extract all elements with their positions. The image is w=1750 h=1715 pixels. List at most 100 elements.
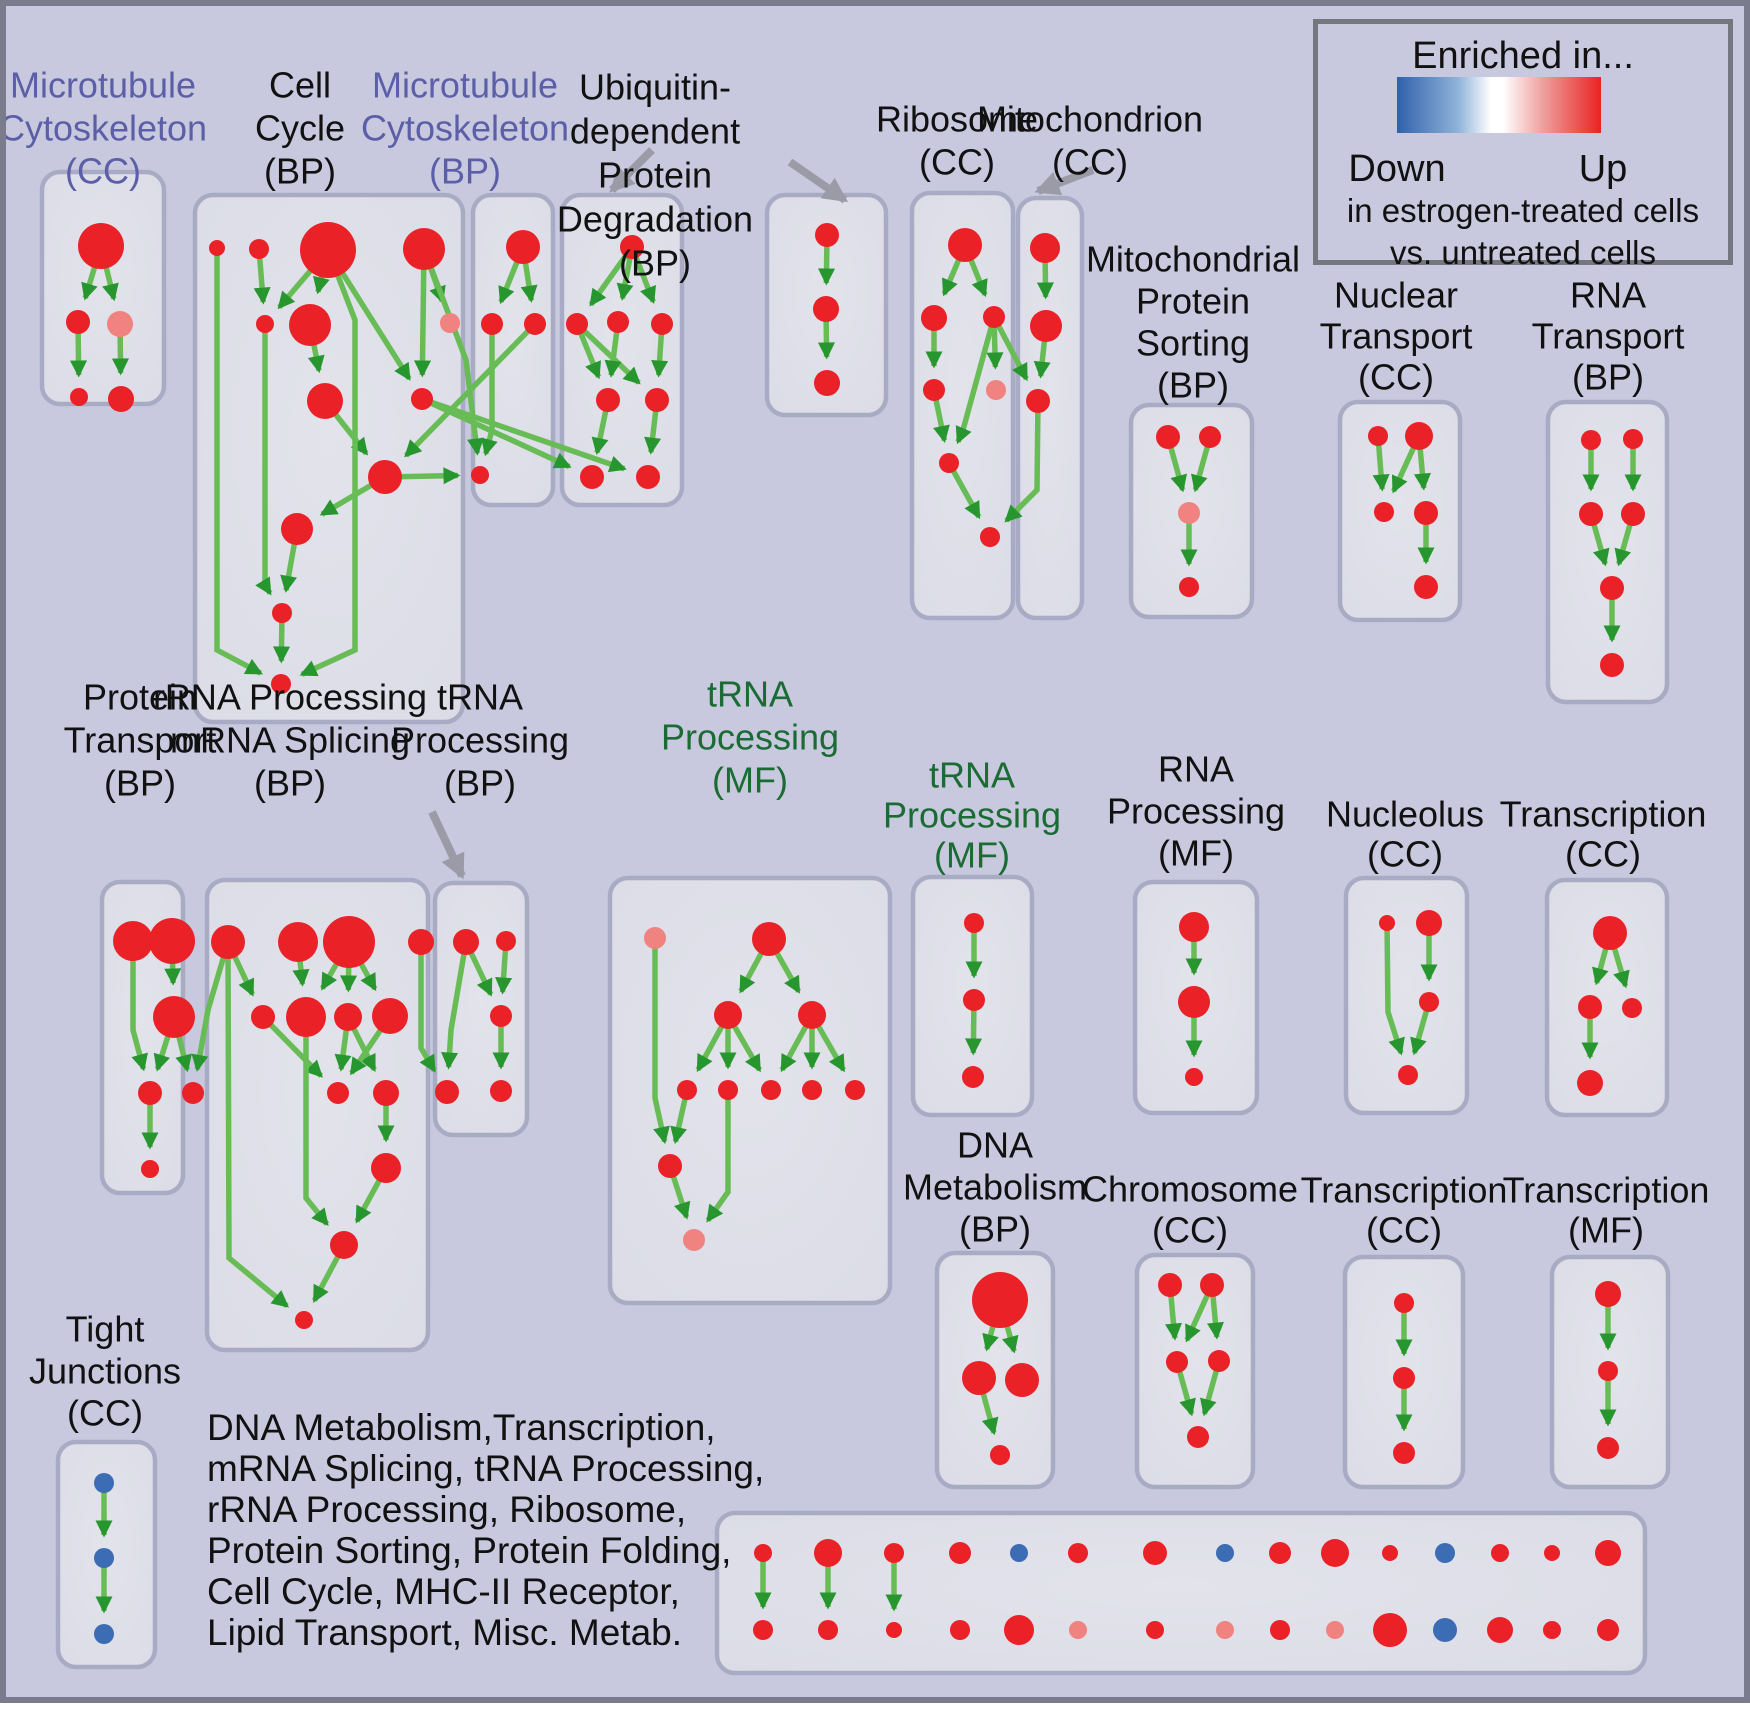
go-term-node-bb5	[1004, 1615, 1034, 1645]
go-term-node-m4	[798, 1001, 826, 1029]
go-term-node-u6	[645, 388, 669, 412]
go-term-node-tj1	[94, 1473, 114, 1493]
go-term-node-cc_m	[271, 674, 291, 694]
group-box-ribosome-cc	[909, 190, 1016, 621]
go-term-node-e1	[1394, 1293, 1414, 1313]
go-term-node-tb1	[453, 929, 479, 955]
go-term-node-bt15	[1595, 1540, 1621, 1566]
edge-p1-p4	[130, 941, 148, 1072]
group-label-nucleolus: Nucleolus (CC)	[1326, 794, 1484, 875]
legend-caption-line1: in estrogen-treated cells	[1346, 192, 1700, 229]
go-term-node-d3	[1005, 1363, 1039, 1397]
go-term-node-q3	[323, 916, 375, 968]
go-term-node-y1	[1379, 915, 1395, 931]
go-term-node-mb2	[481, 313, 503, 335]
go-term-node-r7	[980, 527, 1000, 547]
go-term-node-q5	[251, 1005, 275, 1029]
go-term-node-f1	[1595, 1281, 1621, 1307]
go-term-node-z3	[1622, 998, 1642, 1018]
edge-y1-y4	[1384, 922, 1405, 1056]
go-term-node-x3	[1185, 1068, 1203, 1086]
go-term-node-bb4	[950, 1620, 970, 1640]
group-label-mitochondrion-cc: Mitochondrion (CC)	[977, 99, 1203, 183]
go-term-node-p3	[153, 996, 195, 1038]
go-term-node-bb11	[1373, 1613, 1407, 1647]
go-term-node-y3	[1419, 992, 1439, 1012]
go-term-node-m11	[683, 1229, 705, 1251]
go-term-node-tb4	[435, 1080, 459, 1104]
go-term-node-u1	[620, 235, 644, 259]
go-term-node-q4	[408, 929, 434, 955]
go-term-node-f3	[1597, 1437, 1619, 1459]
go-term-node-p6	[141, 1160, 159, 1178]
go-term-node-mb4	[471, 466, 489, 484]
group-label-microtubule-bp: Microtubule Cytoskeleton (BP)	[361, 65, 569, 192]
go-term-node-bb10	[1326, 1621, 1344, 1639]
go-term-node-bt2	[814, 1539, 842, 1567]
go-term-node-ch1	[1158, 1273, 1182, 1297]
label-arrow-to-mitochondrion-box	[1034, 166, 1095, 196]
go-term-node-r1	[948, 228, 982, 262]
go-term-node-p2	[149, 918, 195, 964]
go-term-node-nt5	[1414, 575, 1438, 599]
go-term-node-r2	[921, 305, 947, 331]
go-term-node-q11	[371, 1153, 401, 1183]
label-arrow-to-ubiquitin-box-2	[787, 158, 849, 204]
go-term-node-z1	[1593, 916, 1627, 950]
go-term-node-q7	[334, 1003, 362, 1031]
go-term-node-mc3	[107, 311, 133, 337]
go-term-node-cc_k	[281, 513, 313, 545]
go-term-node-v3	[814, 370, 840, 396]
go-term-node-tj3	[94, 1624, 114, 1644]
go-term-node-bb1	[753, 1620, 773, 1640]
go-term-node-m2	[752, 922, 786, 956]
go-term-node-m1	[644, 927, 666, 949]
go-term-node-bt14	[1544, 1545, 1560, 1561]
group-box-nucleolus	[1343, 875, 1470, 1116]
go-term-node-cc_b	[249, 239, 269, 259]
go-term-node-q10	[373, 1080, 399, 1106]
legend-box: Enriched in... Down Up in estrogen-treat…	[1313, 19, 1733, 271]
go-term-node-bb2	[818, 1620, 838, 1640]
go-term-node-tj2	[94, 1548, 114, 1568]
group-label-cell-cycle: Cell Cycle (BP)	[255, 65, 345, 192]
go-term-node-bt13	[1491, 1544, 1509, 1562]
go-term-node-bt1	[754, 1544, 772, 1562]
edge-q6-q12	[303, 1017, 330, 1226]
legend-title: Enriched in...	[1412, 35, 1634, 77]
group-label-microtubule-cc: Microtubule Cytoskeleton (CC)	[0, 65, 207, 192]
go-term-node-r5	[986, 380, 1006, 400]
legend-up-label: Up	[1578, 148, 1628, 190]
go-term-node-bt7	[1143, 1541, 1167, 1565]
go-term-node-bb9	[1270, 1620, 1290, 1640]
edge-q1-p5	[191, 941, 231, 1072]
go-term-node-bt8	[1216, 1544, 1234, 1562]
go-term-node-s3	[1178, 502, 1200, 524]
go-term-node-bb12	[1433, 1618, 1457, 1642]
go-term-node-d2	[962, 1361, 996, 1395]
go-term-node-nt1	[1368, 426, 1388, 446]
group-label-trna-bp: tRNA Processing (BP)	[391, 677, 569, 804]
go-term-node-m9	[845, 1080, 865, 1100]
group-label-ribosome-cc: Ribosome (CC)	[876, 99, 1038, 183]
legend-down-label: Down	[1348, 148, 1446, 190]
go-term-node-d1	[972, 1272, 1028, 1328]
go-term-node-rt3	[1579, 502, 1603, 526]
go-term-node-bb7	[1146, 1621, 1164, 1639]
edge-tb1-tb4	[441, 941, 469, 1070]
label-arrow-to-trna-bp-box	[428, 810, 466, 880]
go-term-node-t3	[1026, 389, 1050, 413]
go-term-node-q6	[286, 997, 326, 1037]
go-term-node-w3	[962, 1066, 984, 1088]
group-box-mitochondrion-cc	[1015, 195, 1085, 621]
group-label-nuclear-transport: Nuclear Transport (CC)	[1320, 275, 1473, 398]
go-term-node-mc1	[78, 223, 124, 269]
go-term-node-bb14	[1543, 1621, 1561, 1639]
edge-mb3-cc_j	[404, 322, 537, 458]
go-term-node-cc_c	[300, 222, 356, 278]
edge-t3-r7	[1004, 400, 1041, 523]
go-term-node-bt9	[1269, 1542, 1291, 1564]
edge-u2-u6	[575, 322, 641, 385]
edge-r6-r7	[946, 461, 982, 520]
go-term-node-mb1	[506, 230, 540, 264]
